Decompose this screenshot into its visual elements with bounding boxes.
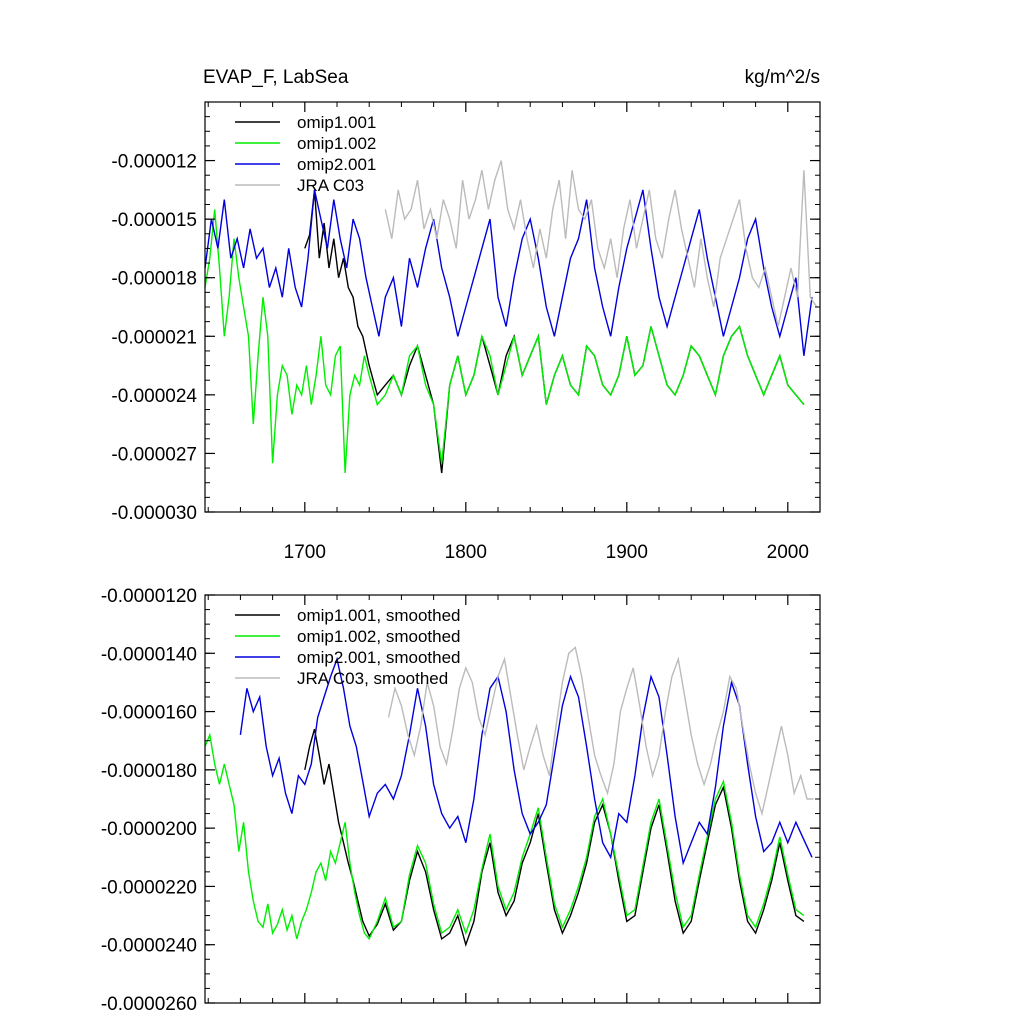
y-tick-label: -0.0000220 [101,877,197,898]
legend-label: omip1.002, smoothed [297,627,461,646]
x-tick-label: 1800 [445,542,487,563]
y-tick-label: -0.0000120 [101,586,197,607]
y-tick-label: -0.0000260 [101,994,197,1015]
series-line-omip2-001 [204,189,813,356]
series-line-omip1-002-smoothed [204,732,805,941]
legend-label: omip2.001 [297,155,376,174]
legend-label: omip1.002 [297,134,376,153]
y-tick-label: -0.0000160 [101,703,197,724]
x-tick-label: 2000 [767,542,809,563]
y-tick-label: -0.000021 [111,327,197,348]
panel-title: EVAP_F, LabSea [203,67,349,88]
bottom-chart: -0.0000260 -0.0000240 -0.0000220 -0.0000200… [101,586,821,1015]
legend-label: JRA C03 [297,176,364,195]
legend-label: JRA C03, smoothed [297,669,448,688]
legend-label: omip1.001, smoothed [297,606,461,625]
y-tick-label: -0.000015 [111,210,197,231]
series-line-omip1-002 [204,209,805,474]
y-tick-label: -0.000012 [111,152,197,173]
series-line-jra-c03 [384,160,818,327]
y-tick-label: -0.000024 [111,386,197,407]
y-tick-label: -0.000027 [111,444,197,465]
series-line-jra-c03-smoothed [387,646,814,817]
series-line-omip2-001-smoothed [239,656,813,866]
x-tick-label: 1700 [284,542,326,563]
y-tick-label: -0.0000240 [101,936,197,957]
legend-label: omip1.001 [297,113,376,132]
y-tick-label: -0.0000140 [101,644,197,665]
x-tick-label: 1900 [606,542,648,563]
legend-label: omip2.001, smoothed [297,648,461,667]
top-chart: -0.000030 -0.000027 -0.000024 -0.000021 -0.0… [111,101,821,563]
y-tick-label: -0.0000200 [101,819,197,840]
y-tick-label: -0.000018 [111,269,197,290]
units-label: kg/m^2/s [745,67,820,88]
y-tick-label: -0.000030 [111,503,197,524]
y-tick-label: -0.0000180 [101,761,197,782]
